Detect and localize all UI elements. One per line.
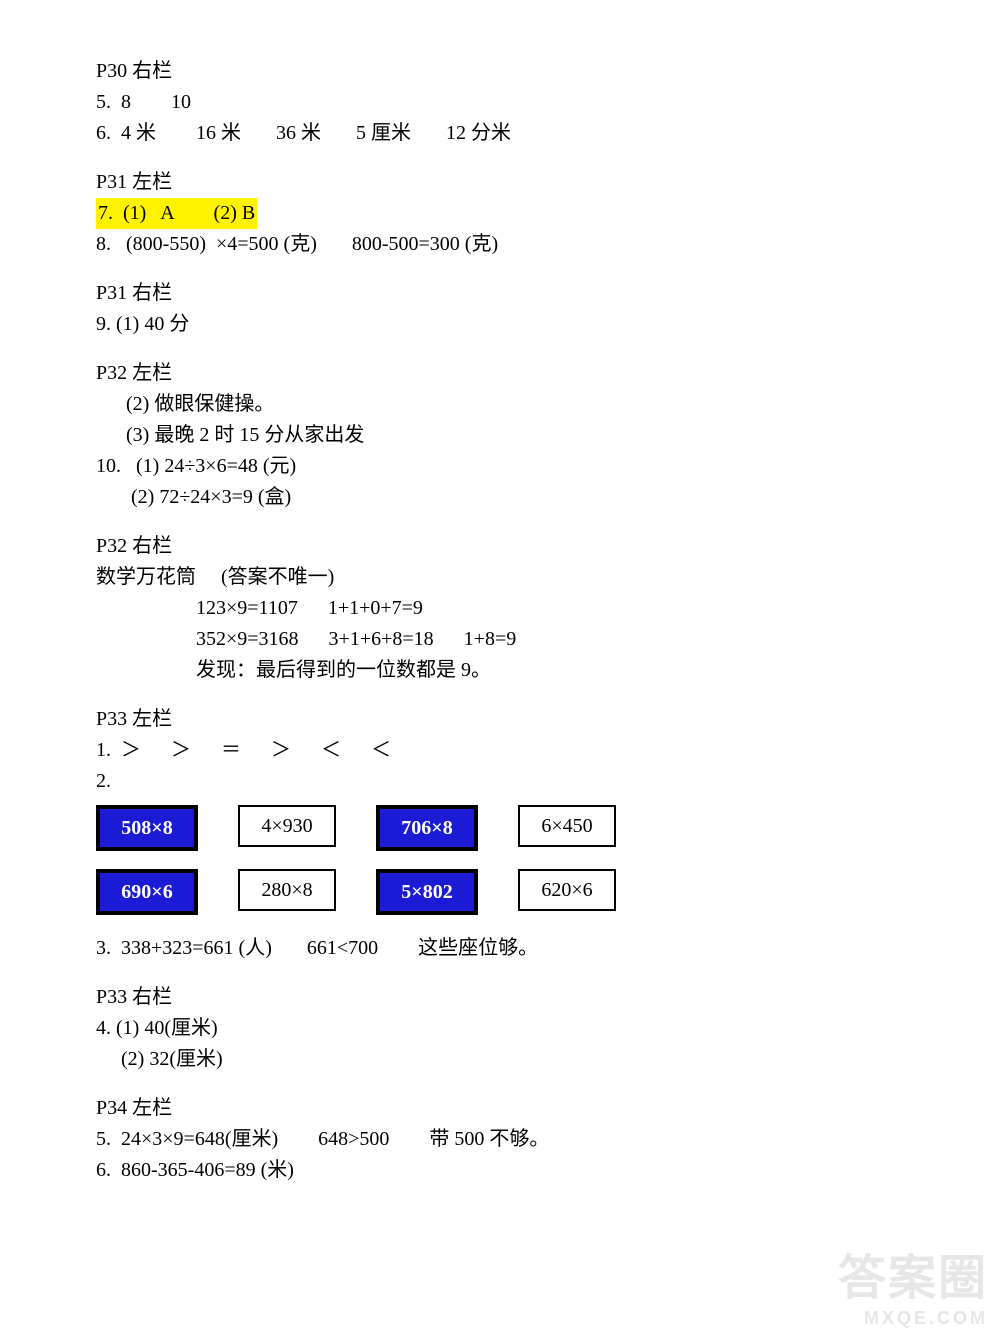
p31r-header: P31 右栏 — [96, 278, 1000, 309]
p32l-line-1: (2) 做眼保健操。 — [96, 389, 1000, 420]
math-box: 5×802 — [376, 869, 478, 915]
p33r-line-2: (2) 32(厘米) — [96, 1044, 1000, 1075]
watermark: 答案圈 MXQE.COM — [838, 1255, 988, 1333]
p32r-line-2: 123×9=1107 1+1+0+7=9 — [96, 593, 1000, 624]
p32r-line-4: 发现：最后得到的一位数都是 9。 — [96, 655, 1000, 686]
p32l-line-2: (3) 最晚 2 时 15 分从家出发 — [96, 420, 1000, 451]
math-box: 6×450 — [518, 805, 616, 847]
p33l-line-3: 3. 338+323=661 (人) 661<700 这些座位够。 — [96, 933, 1000, 964]
p34l-header: P34 左栏 — [96, 1093, 1000, 1124]
p33r-header: P33 右栏 — [96, 982, 1000, 1013]
p33l-line-2: 2. — [96, 766, 1000, 797]
p31r-line-1: 9. (1) 40 分 — [96, 309, 1000, 340]
p32l-line-4: (2) 72÷24×3=9 (盒) — [96, 482, 1000, 513]
p33r-line-1: 4. (1) 40(厘米) — [96, 1013, 1000, 1044]
p30r-line-2: 6. 4 米 16 米 36 米 5 厘米 12 分米 — [96, 118, 1000, 149]
math-box: 280×8 — [238, 869, 336, 911]
p31l-highlight: 7. (1) A (2) B — [96, 198, 257, 229]
p33l-header: P33 左栏 — [96, 704, 1000, 735]
watermark-text-big: 答案圈 — [838, 1255, 988, 1303]
math-box: 4×930 — [238, 805, 336, 847]
math-box: 508×8 — [96, 805, 198, 851]
p31l-line-2: 8. (800-550) ×4=500 (克) 800-500=300 (克) — [96, 229, 1000, 260]
p34l-line-1: 5. 24×3×9=648(厘米) 648>500 带 500 不够。 — [96, 1124, 1000, 1155]
p30r-line-1: 5. 8 10 — [96, 87, 1000, 118]
p31l-highlight-line: 7. (1) A (2) B — [96, 198, 1000, 229]
p30r-header: P30 右栏 — [96, 56, 1000, 87]
math-box: 706×8 — [376, 805, 478, 851]
p32r-line-1: 数学万花筒 (答案不唯一) — [96, 562, 1000, 593]
p33l-boxes-row-1: 508×8 4×930 706×8 6×450 — [96, 805, 1000, 851]
p34l-line-2: 6. 860-365-406=89 (米) — [96, 1155, 1000, 1186]
p32r-line-3: 352×9=3168 3+1+6+8=18 1+8=9 — [96, 624, 1000, 655]
p32l-line-3: 10. (1) 24÷3×6=48 (元) — [96, 451, 1000, 482]
p33l-line-1: 1. ＞ ＞ ＝ ＞ ＜ ＜ — [96, 735, 1000, 766]
p32r-header: P32 右栏 — [96, 531, 1000, 562]
math-box: 690×6 — [96, 869, 198, 915]
p31l-header: P31 左栏 — [96, 167, 1000, 198]
answer-key-page: P30 右栏 5. 8 10 6. 4 米 16 米 36 米 5 厘米 12 … — [0, 0, 1000, 1186]
p32l-header: P32 左栏 — [96, 358, 1000, 389]
watermark-text-small: MXQE.COM — [838, 1305, 988, 1333]
p33l-boxes-row-2: 690×6 280×8 5×802 620×6 — [96, 869, 1000, 915]
math-box: 620×6 — [518, 869, 616, 911]
